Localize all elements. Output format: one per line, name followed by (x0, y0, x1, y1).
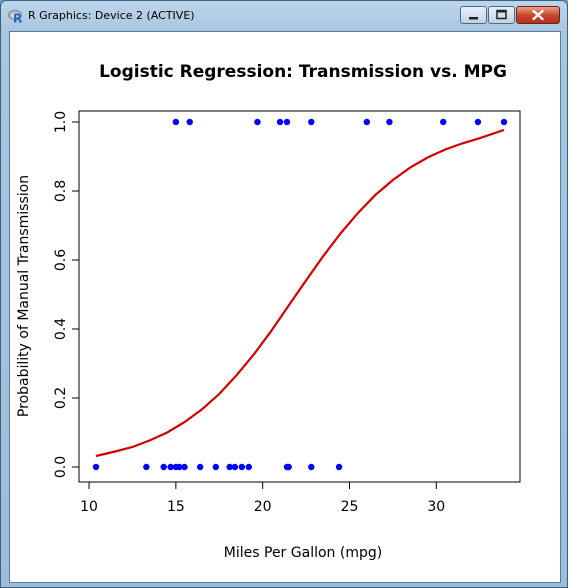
x-axis: 10 15 20 25 30 (80, 482, 445, 515)
data-points (93, 119, 507, 470)
data-point (501, 119, 507, 125)
maximize-button[interactable] (488, 6, 515, 24)
y-tick-label: 0.6 (53, 249, 69, 271)
close-button[interactable] (516, 6, 560, 24)
data-point (284, 119, 290, 125)
data-point (197, 464, 203, 470)
data-point (246, 464, 252, 470)
data-point (213, 464, 219, 470)
plot-area: Logistic Regression: Transmission vs. MP… (9, 31, 561, 583)
data-point (475, 119, 481, 125)
data-point (386, 119, 392, 125)
maximize-icon (489, 7, 514, 23)
plot-box (79, 111, 520, 482)
data-point (173, 119, 179, 125)
r-logo-icon: R (8, 8, 24, 24)
data-point (308, 119, 314, 125)
data-point (364, 119, 370, 125)
x-tick-label: 10 (80, 499, 98, 515)
svg-text:R: R (13, 12, 22, 25)
fitted-curve (96, 130, 504, 456)
minimize-icon (461, 7, 486, 23)
data-point (187, 119, 193, 125)
close-icon (517, 7, 559, 23)
chart-title: Logistic Regression: Transmission vs. MP… (99, 62, 507, 82)
data-point (286, 464, 292, 470)
y-tick-label: 0.2 (53, 387, 69, 409)
data-point (277, 119, 283, 125)
data-point (254, 119, 260, 125)
data-point (181, 464, 187, 470)
y-tick-label: 1.0 (53, 111, 69, 133)
data-point (336, 464, 342, 470)
minimize-button[interactable] (460, 6, 487, 24)
data-point (161, 464, 167, 470)
y-axis-label: Probability of Manual Transmission (16, 175, 32, 417)
data-point (239, 464, 245, 470)
y-tick-label: 0.8 (53, 180, 69, 202)
y-tick-label: 0.0 (53, 456, 69, 478)
data-point (440, 119, 446, 125)
title-bar[interactable]: R R Graphics: Device 2 (ACTIVE) (1, 1, 567, 31)
data-point (232, 464, 238, 470)
x-tick-label: 25 (341, 499, 359, 515)
data-point (143, 464, 149, 470)
data-point (93, 464, 99, 470)
x-axis-label: Miles Per Gallon (mpg) (224, 545, 382, 561)
logistic-chart: Logistic Regression: Transmission vs. MP… (10, 32, 560, 582)
data-point (308, 464, 314, 470)
x-tick-label: 20 (254, 499, 272, 515)
y-tick-label: 0.4 (53, 318, 69, 340)
x-tick-label: 30 (427, 499, 445, 515)
y-axis: 0.0 0.2 0.4 0.6 0.8 1.0 (53, 111, 79, 478)
window-title: R Graphics: Device 2 (ACTIVE) (28, 9, 195, 22)
x-tick-label: 15 (167, 499, 185, 515)
